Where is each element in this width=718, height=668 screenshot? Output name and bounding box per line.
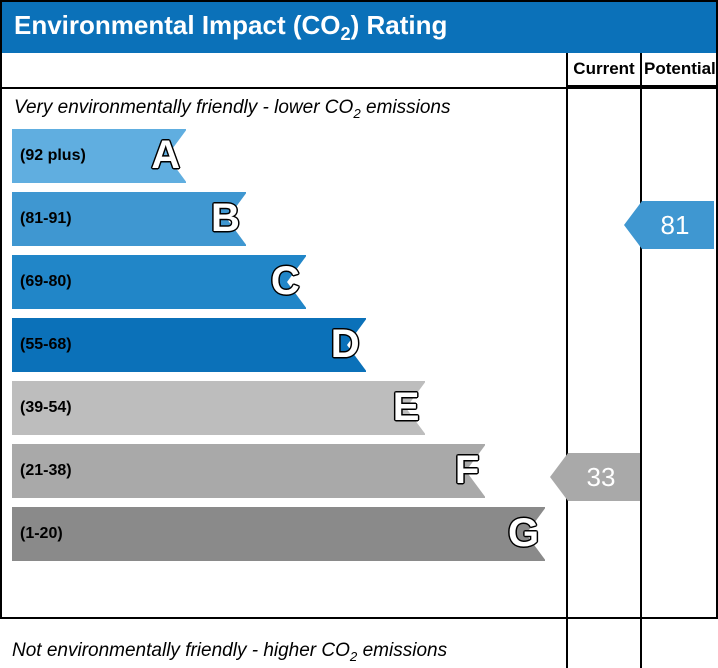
pointer-value: 81 xyxy=(649,210,690,241)
bar-letter: D xyxy=(331,322,360,367)
column-header-potential: Potential xyxy=(642,53,716,87)
current-column: 33 xyxy=(568,89,642,668)
header-row: Current Potential xyxy=(2,53,716,89)
potential-pointer: 81 xyxy=(624,201,714,249)
title-text-suffix: ) Rating xyxy=(351,10,448,40)
rating-bar-a: (92 plus) A xyxy=(12,129,556,183)
pointer-tip xyxy=(550,453,568,501)
column-header-current: Current xyxy=(568,53,642,87)
bars-area: (92 plus) A (81-91) B (69-80) C (55-68) D (39-54… xyxy=(12,129,556,561)
bar-letter: E xyxy=(393,385,420,430)
bar-range-label: (21-38) xyxy=(20,462,72,480)
title-text-prefix: Environmental Impact (CO xyxy=(14,10,341,40)
top-caption-suffix: emissions xyxy=(361,97,451,118)
bottom-caption-sub: 2 xyxy=(350,649,357,664)
bar-fill: (69-80) C xyxy=(12,255,306,309)
bar-fill: (92 plus) A xyxy=(12,129,186,183)
bar-range-label: (81-91) xyxy=(20,210,72,228)
bar-letter: C xyxy=(271,259,300,304)
bar-range-label: (69-80) xyxy=(20,273,72,291)
bar-fill: (21-38) F xyxy=(12,444,485,498)
bar-range-label: (1-20) xyxy=(20,525,63,543)
bar-letter: G xyxy=(508,511,539,556)
rating-bar-c: (69-80) C xyxy=(12,255,556,309)
bar-letter: A xyxy=(151,133,180,178)
rating-chart: Environmental Impact (CO2) Rating Curren… xyxy=(0,0,718,619)
bar-fill: (55-68) D xyxy=(12,318,366,372)
rating-bar-f: (21-38) F xyxy=(12,444,556,498)
body-row: Very environmentally friendly - lower CO… xyxy=(2,89,716,668)
potential-column: 81 xyxy=(642,89,716,668)
bar-range-label: (39-54) xyxy=(20,399,72,417)
rating-bar-b: (81-91) B xyxy=(12,192,556,246)
rating-bar-d: (55-68) D xyxy=(12,318,556,372)
pointer-value: 33 xyxy=(575,462,616,493)
title-sub: 2 xyxy=(341,24,351,44)
top-caption-prefix: Very environmentally friendly - lower CO xyxy=(14,97,353,118)
pointer-tip xyxy=(624,201,642,249)
bottom-caption: Not environmentally friendly - higher CO… xyxy=(12,640,447,664)
bar-fill: (39-54) E xyxy=(12,381,425,435)
bar-letter: B xyxy=(211,196,240,241)
top-caption-sub: 2 xyxy=(353,106,360,121)
bar-letter: F xyxy=(455,448,479,493)
bar-fill: (1-20) G xyxy=(12,507,545,561)
bottom-caption-prefix: Not environmentally friendly - higher CO xyxy=(12,640,350,661)
bar-range-label: (55-68) xyxy=(20,336,72,354)
bar-range-label: (92 plus) xyxy=(20,147,86,165)
chart-column: Very environmentally friendly - lower CO… xyxy=(2,89,568,668)
bottom-caption-suffix: emissions xyxy=(357,640,447,661)
rating-bar-e: (39-54) E xyxy=(12,381,556,435)
top-caption: Very environmentally friendly - lower CO… xyxy=(12,95,556,129)
current-pointer: 33 xyxy=(550,453,640,501)
header-spacer xyxy=(2,53,568,87)
rating-bar-g: (1-20) G xyxy=(12,507,556,561)
chart-title: Environmental Impact (CO2) Rating xyxy=(2,2,716,53)
bar-fill: (81-91) B xyxy=(12,192,246,246)
